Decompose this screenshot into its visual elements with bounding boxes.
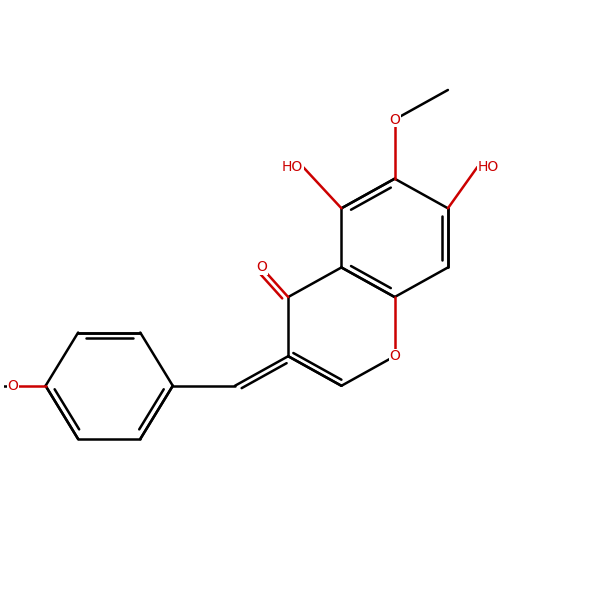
Text: HO: HO bbox=[478, 160, 499, 174]
Text: O: O bbox=[8, 379, 19, 393]
Text: HO: HO bbox=[282, 160, 303, 174]
Text: O: O bbox=[389, 113, 400, 127]
Text: O: O bbox=[389, 349, 400, 363]
Text: O: O bbox=[256, 260, 267, 274]
